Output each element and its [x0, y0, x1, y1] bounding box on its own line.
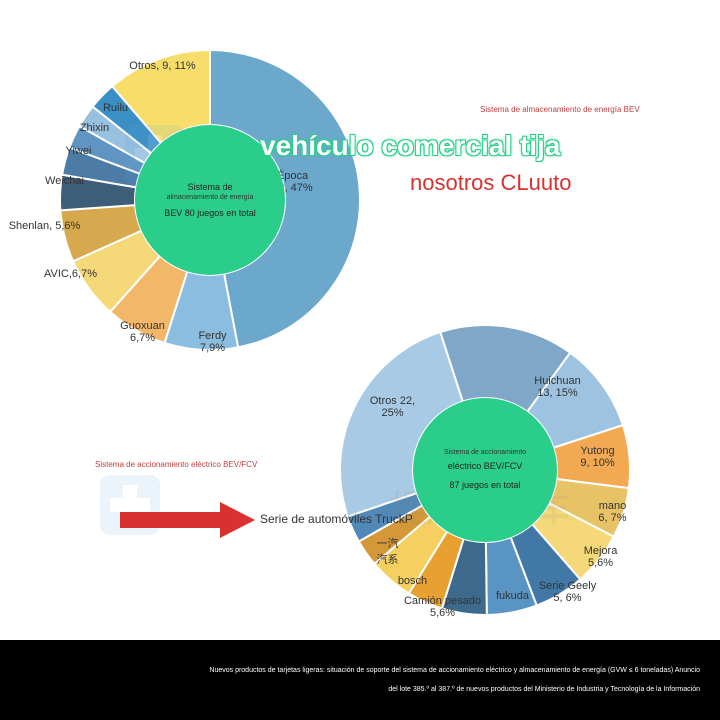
chart1-center-line2: almacenamiento de energía — [167, 194, 254, 201]
footer: Nuevos productos de tarjetas ligeras: si… — [0, 640, 720, 720]
title-main: vehículo comercial tija — [260, 130, 560, 162]
chart1-center-line1: Sistema de — [187, 181, 232, 194]
arrow-label: Serie de automóviles TruckP — [260, 512, 413, 526]
chart2-center-line1: Sistema de accionamiento — [444, 449, 526, 456]
chart1-center-line3: BEV 80 juegos en total — [164, 207, 256, 220]
chart2-center-line2: eléctrico BEV/FCV — [448, 460, 523, 473]
footer-line2: del lote 385.º al 387.º de nuevos produc… — [388, 686, 700, 693]
arrow-icon — [120, 500, 260, 540]
small-label-left: Sistema de accionamiento eléctrico BEV/F… — [95, 460, 257, 469]
small-label-top: Sistema de almacenamiento de energía BEV — [480, 105, 640, 114]
footer-line1: Nuevos productos de tarjetas ligeras: si… — [209, 667, 700, 674]
chart2: Sistema de accionamiento eléctrico BEV/F… — [0, 0, 720, 655]
title-sub: nosotros CLuuto — [410, 170, 571, 196]
chart2-center-line3: 87 juegos en total — [449, 479, 520, 492]
